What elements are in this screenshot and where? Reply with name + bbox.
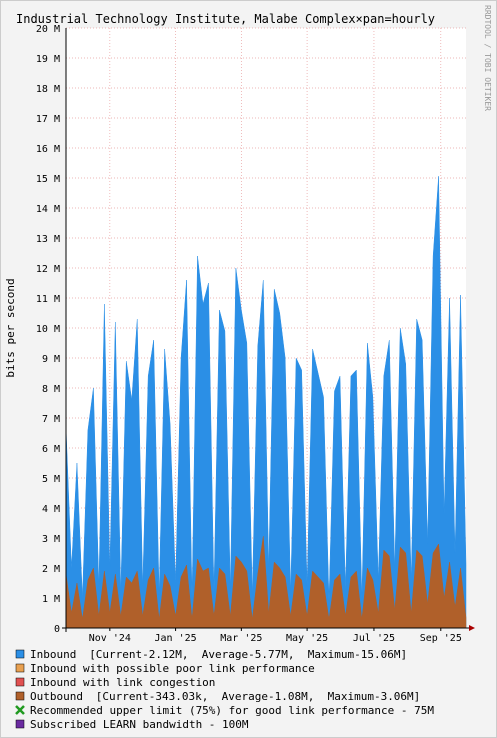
legend-label: Outbound	[30, 690, 83, 703]
y-tick-label: 12 M	[36, 264, 60, 275]
y-tick-label: 13 M	[36, 234, 60, 245]
legend-stats: [Current-343.03k, Average-1.08M, Maximum…	[96, 690, 421, 703]
x-tick-label: Nov '24	[89, 633, 131, 644]
x-tick-label: Mar '25	[220, 633, 262, 644]
x-tick-label: Jul '25	[353, 633, 395, 644]
axes: 0 1 M 2 M 3 M 4 M 5 M 6 M 7 M 8 M 9 M 10 M 11 M 12 M…	[36, 24, 475, 644]
watermark: RRDTOOL / TOBI OETIKER	[483, 5, 492, 111]
x-tick-label: May '25	[286, 633, 328, 644]
y-tick-label: 19 M	[36, 54, 60, 65]
area	[65, 176, 467, 629]
chart-title: Industrial Technology Institute, Malabe …	[16, 12, 435, 26]
y-tick-label: 7 M	[42, 414, 60, 425]
area	[65, 536, 467, 629]
legend-label: Inbound with possible poor link performa…	[30, 662, 315, 675]
y-tick-label: 16 M	[36, 144, 60, 155]
legend-swatch	[15, 677, 25, 687]
legend-swatch	[15, 663, 25, 673]
y-tick-label: 9 M	[42, 354, 60, 365]
x-axis-arrow	[469, 625, 475, 631]
y-tick-label: 5 M	[42, 474, 60, 485]
y-tick-label: 10 M	[36, 324, 60, 335]
y-tick-label: 3 M	[42, 534, 60, 545]
y-tick-label: 15 M	[36, 174, 60, 185]
y-tick-label: 2 M	[42, 564, 60, 575]
legend-swatch	[15, 649, 25, 659]
y-tick-label: 8 M	[42, 384, 60, 395]
legend-label: Subscribed LEARN bandwidth - 100M	[30, 718, 249, 731]
marks	[65, 176, 467, 629]
x-tick-label: Jan '25	[155, 633, 197, 644]
y-axis-label: bits per second	[4, 278, 17, 377]
y-tick-label: 0	[54, 624, 60, 635]
y-tick-label: 6 M	[42, 444, 60, 455]
legend-swatch	[15, 691, 25, 701]
legend-swatch	[15, 719, 25, 729]
y-tick-label: 4 M	[42, 504, 60, 515]
legend-label: Inbound	[30, 648, 76, 661]
y-tick-label: 11 M	[36, 294, 60, 305]
legend-stats: [Current-2.12M, Average-5.77M, Maximum-1…	[89, 648, 407, 661]
x-tick-label: Sep '25	[420, 633, 462, 644]
legend-marker	[15, 705, 25, 715]
legend-label: Inbound with link congestion	[30, 676, 215, 689]
y-tick-label: 1 M	[42, 594, 60, 605]
legend-label: Recommended upper limit (75%) for good l…	[30, 704, 434, 717]
y-tick-label: 18 M	[36, 84, 60, 95]
legend: Inbound [Current-2.12M, Average-5.77M, Ma…	[15, 648, 434, 731]
y-tick-label: 14 M	[36, 204, 60, 215]
y-tick-label: 20 M	[36, 24, 60, 35]
y-tick-label: 17 M	[36, 114, 60, 125]
